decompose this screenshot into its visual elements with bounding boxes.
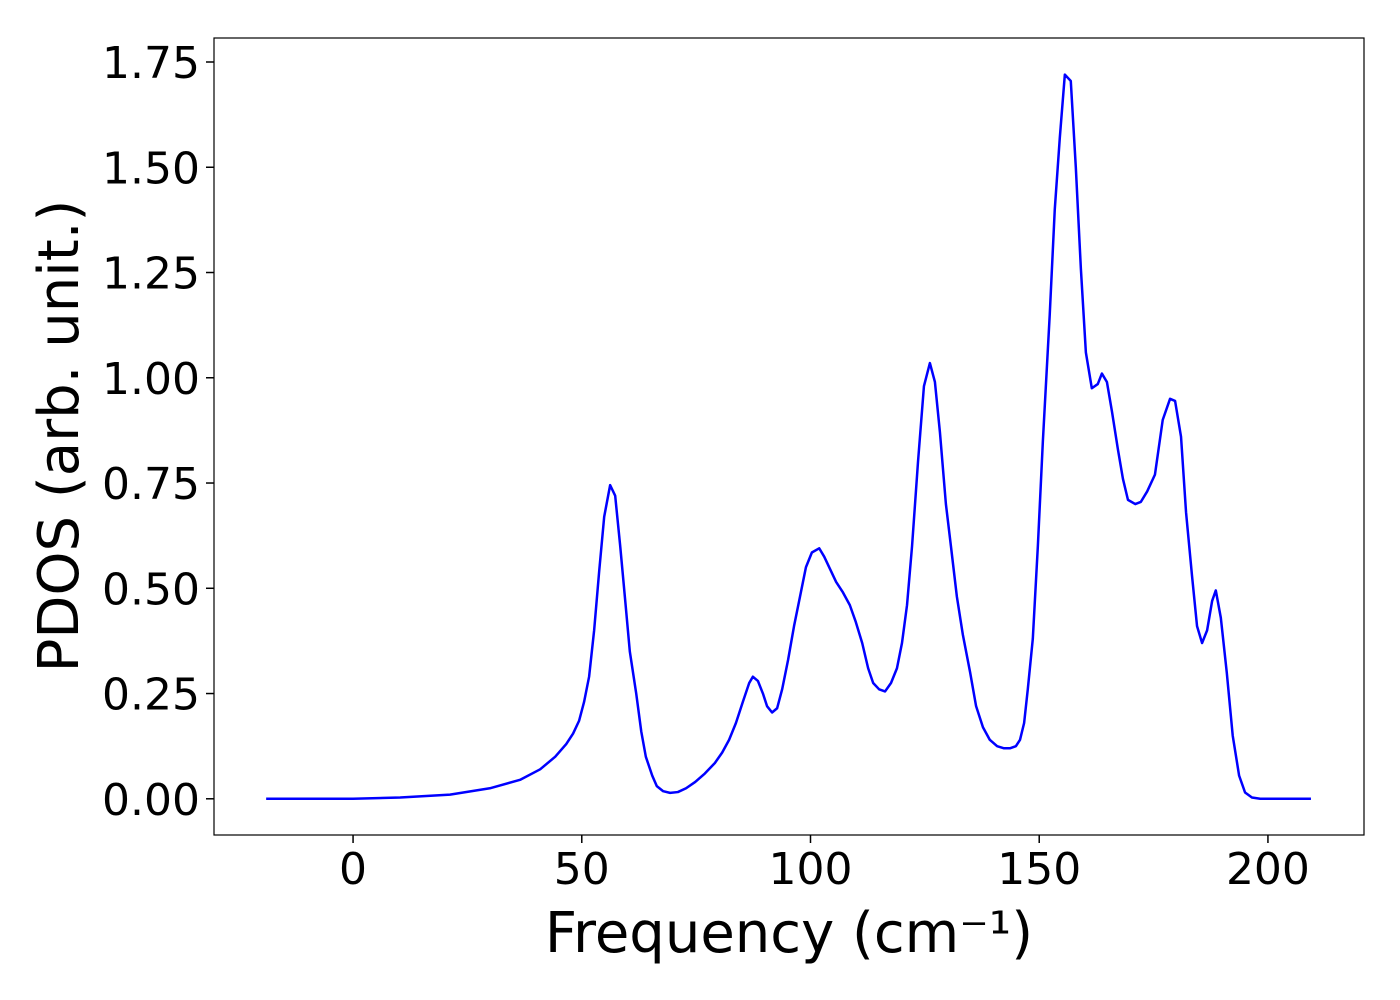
data-line — [266, 73, 1311, 801]
plot-frame — [213, 37, 1365, 836]
x-tick-label: 200 — [1226, 844, 1310, 895]
y-tick-label: 1.25 — [102, 249, 200, 300]
x-tick-label: 50 — [554, 844, 610, 895]
y-tick-label: 0.00 — [102, 775, 200, 826]
y-tick-label: 1.75 — [102, 38, 200, 89]
y-tick-label: 0.50 — [102, 564, 200, 615]
y-axis-label: PDOS (arb. unit.) — [27, 200, 92, 673]
y-tick-label: 1.00 — [102, 354, 200, 405]
y-tick-label: 0.75 — [102, 459, 200, 510]
x-tick-label: 100 — [769, 844, 853, 895]
x-tick-label: 150 — [997, 844, 1081, 895]
x-axis-label: Frequency (cm⁻¹) — [545, 901, 1033, 966]
x-tick-label: 0 — [339, 844, 367, 895]
y-tick-label: 1.50 — [102, 143, 200, 194]
y-tick-label: 0.25 — [102, 670, 200, 721]
